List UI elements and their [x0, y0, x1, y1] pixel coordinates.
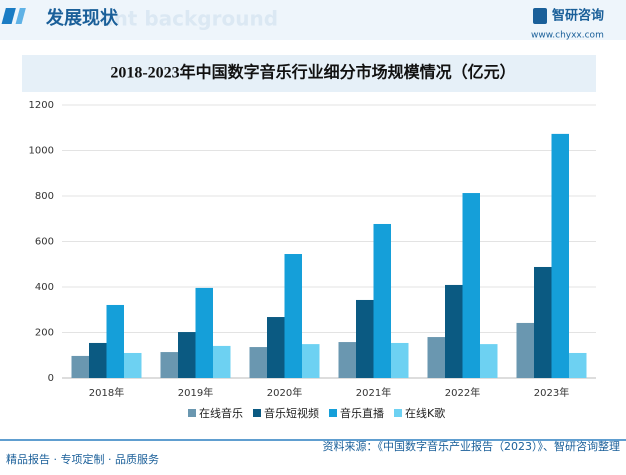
- chart-title-band: [22, 55, 596, 92]
- bar: [178, 332, 196, 378]
- footer-slogan: 精品报告 · 专项定制 · 品质服务: [6, 452, 159, 466]
- bar: [445, 284, 463, 378]
- x-tick-label: 2023年: [534, 386, 569, 399]
- legend-swatch: [394, 409, 402, 417]
- bar: [124, 352, 142, 378]
- bar: [462, 193, 480, 378]
- bar: [551, 133, 569, 378]
- header-band: [0, 0, 626, 40]
- legend-swatch: [329, 409, 337, 417]
- bar: [569, 352, 587, 378]
- legend-label: 音乐直播: [340, 406, 384, 420]
- x-tick-label: 2021年: [356, 386, 391, 399]
- legend-swatch: [253, 409, 261, 417]
- footer-source: 资料来源：《中国数字音乐产业报告（2023）》、智研咨询整理: [323, 439, 621, 453]
- logo-icon: [533, 8, 547, 24]
- y-tick-label: 200: [35, 328, 54, 339]
- bar: [213, 345, 231, 378]
- y-tick-label: 0: [48, 373, 54, 384]
- chart-title: 2018-2023年中国数字音乐行业细分市场规模情况（亿元）: [110, 63, 515, 82]
- plot: 0 200 400 600 800 1000 1200 2018年 2019年 2020年 2021…: [29, 100, 596, 420]
- bar: [516, 322, 534, 378]
- footer-band: [0, 440, 626, 471]
- legend-swatch: [188, 409, 196, 417]
- legend-label: 音乐短视频: [264, 406, 319, 420]
- x-tick-label: 2019年: [178, 386, 213, 399]
- header-icon: [15, 8, 26, 24]
- bar: [89, 342, 107, 378]
- x-tick-label: 2022年: [445, 386, 480, 399]
- bar: [160, 352, 178, 378]
- bar: [249, 347, 267, 378]
- bar: [106, 304, 124, 378]
- header-subtitle: ent background: [100, 7, 278, 31]
- y-tick-label: 1000: [29, 146, 54, 157]
- bar: [480, 344, 498, 378]
- y-tick-label: 400: [35, 282, 54, 293]
- bar: [427, 337, 445, 378]
- logo: 智研咨询: [552, 8, 604, 24]
- y-tick-label: 800: [35, 191, 54, 202]
- y-tick-label: 1200: [29, 100, 54, 111]
- url: www.chyxx.com: [531, 31, 604, 41]
- bar: [71, 355, 89, 378]
- bar: [356, 299, 374, 378]
- bar: [391, 342, 409, 378]
- bar: [195, 287, 213, 378]
- x-tick-label: 2018年: [89, 386, 124, 399]
- header-icon: [1, 8, 16, 24]
- bar: [534, 266, 552, 378]
- bar: [338, 342, 356, 378]
- bar: [302, 344, 320, 378]
- bar: [373, 223, 391, 378]
- legend-label: 在线K歌: [405, 406, 445, 420]
- header-title: 发展现状: [45, 7, 119, 29]
- legend-label: 在线音乐: [199, 406, 243, 420]
- bar: [284, 254, 302, 378]
- x-tick-label: 2020年: [267, 386, 302, 399]
- y-tick-label: 600: [35, 237, 54, 248]
- bar: [267, 317, 285, 378]
